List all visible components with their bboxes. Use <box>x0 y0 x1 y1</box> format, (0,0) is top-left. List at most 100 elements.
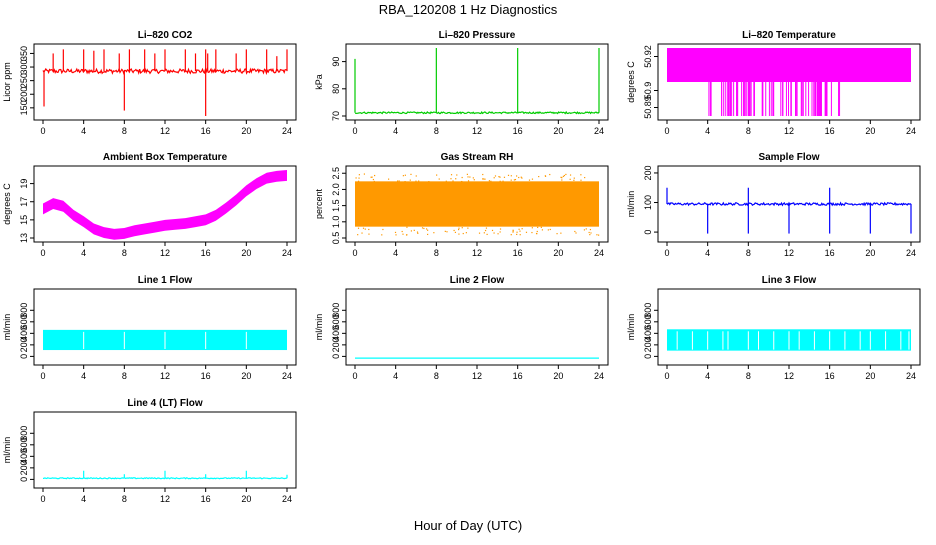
panel-title: Line 4 (LT) Flow <box>127 398 203 409</box>
y-axis-label: ml/min <box>626 314 636 341</box>
rh-point <box>374 174 376 177</box>
rh-point <box>433 232 435 234</box>
rh-point <box>547 229 549 231</box>
x-tick-label: 12 <box>472 371 482 381</box>
x-tick-label: 12 <box>472 248 482 258</box>
rh-point <box>358 177 360 179</box>
rh-point <box>560 232 562 234</box>
rh-point <box>398 180 400 182</box>
y-tick-label: 0 <box>643 354 653 359</box>
rh-point <box>596 234 598 236</box>
x-tick-label: 8 <box>746 248 751 258</box>
rh-point <box>537 226 539 229</box>
x-tick-label: 20 <box>553 371 563 381</box>
rh-point <box>519 234 521 236</box>
y-axis-label: ml/min <box>2 437 12 464</box>
y-tick-label: 100 <box>643 195 653 210</box>
y-axis-label: degrees C <box>2 183 12 225</box>
y-tick-label: 200 <box>19 460 29 475</box>
data-layer <box>355 173 600 236</box>
rh-point <box>498 176 500 178</box>
x-tick-label: 12 <box>784 248 794 258</box>
rh-point <box>510 234 512 236</box>
x-tick-label: 4 <box>81 494 86 504</box>
rh-point <box>518 176 520 179</box>
y-tick-label: 2.0 <box>331 183 341 196</box>
rh-point <box>528 179 531 181</box>
rh-point <box>444 230 446 232</box>
rh-point <box>561 177 563 179</box>
x-tick-label: 12 <box>160 248 170 258</box>
rh-point <box>531 231 533 234</box>
rh-point <box>467 180 470 182</box>
x-tick-label: 16 <box>201 248 211 258</box>
rh-point <box>358 174 360 176</box>
rh-point <box>588 231 590 234</box>
y-axis-label: ml/min <box>2 314 12 341</box>
rh-point <box>416 231 419 233</box>
rh-point <box>372 178 375 181</box>
rh-point <box>473 179 475 181</box>
rh-point <box>409 179 411 181</box>
y-tick-label: 19 <box>19 179 29 189</box>
rh-point <box>456 174 458 176</box>
rh-point <box>453 229 455 232</box>
rh-point <box>525 231 528 233</box>
rh-point <box>516 231 518 233</box>
rh-point <box>457 228 460 231</box>
rh-point <box>410 173 412 175</box>
rh-point <box>497 233 499 235</box>
y-tick-label: 2.5 <box>331 167 341 180</box>
x-tick-label: 20 <box>865 248 875 258</box>
x-tick-label: 0 <box>352 248 357 258</box>
y-tick-label: 200 <box>643 337 653 352</box>
rh-point <box>364 228 366 230</box>
rh-point <box>490 180 492 182</box>
rh-point <box>363 173 366 175</box>
rh-point <box>421 227 424 229</box>
rh-point <box>460 180 463 183</box>
panel-title: Gas Stream RH <box>441 152 514 163</box>
rh-point <box>418 180 420 182</box>
rh-point <box>467 227 469 229</box>
rh-point <box>452 180 454 182</box>
panel-title: Li–820 CO2 <box>138 30 193 41</box>
y-tick-label: 300 <box>19 60 29 75</box>
rh-point <box>483 232 485 234</box>
rh-point <box>549 173 551 176</box>
y-tick-label: 15 <box>19 215 29 225</box>
x-tick-label: 24 <box>282 126 292 136</box>
x-tick-label: 4 <box>705 126 710 136</box>
panel-title: Li–820 Temperature <box>742 30 836 41</box>
rh-point <box>512 231 514 233</box>
rh-point <box>569 178 571 180</box>
panel-title: Line 2 Flow <box>450 275 505 286</box>
rh-point <box>575 232 577 234</box>
rh-point <box>461 181 463 183</box>
rh-point <box>583 229 586 231</box>
rh-point <box>402 233 404 235</box>
rh-point <box>415 175 417 177</box>
rh-point <box>405 234 408 236</box>
y-tick-label: 600 <box>19 314 29 329</box>
x-tick-label: 8 <box>434 371 439 381</box>
y-tick-label: 400 <box>19 326 29 341</box>
x-tick-label: 12 <box>472 126 482 136</box>
x-tick-label: 20 <box>865 371 875 381</box>
data-layer <box>43 470 288 480</box>
rh-point <box>483 178 485 180</box>
rh-point <box>562 175 564 178</box>
rh-point <box>573 179 575 181</box>
x-tick-label: 20 <box>865 126 875 136</box>
rh-point <box>484 229 487 232</box>
rh-point <box>507 174 510 176</box>
y-tick-label: 0 <box>643 230 653 235</box>
x-tick-label: 16 <box>825 248 835 258</box>
rh-point <box>482 178 484 180</box>
x-tick-label: 4 <box>393 371 398 381</box>
rh-point <box>493 232 495 234</box>
rh-point <box>531 178 534 180</box>
y-tick-label: 800 <box>643 303 653 318</box>
